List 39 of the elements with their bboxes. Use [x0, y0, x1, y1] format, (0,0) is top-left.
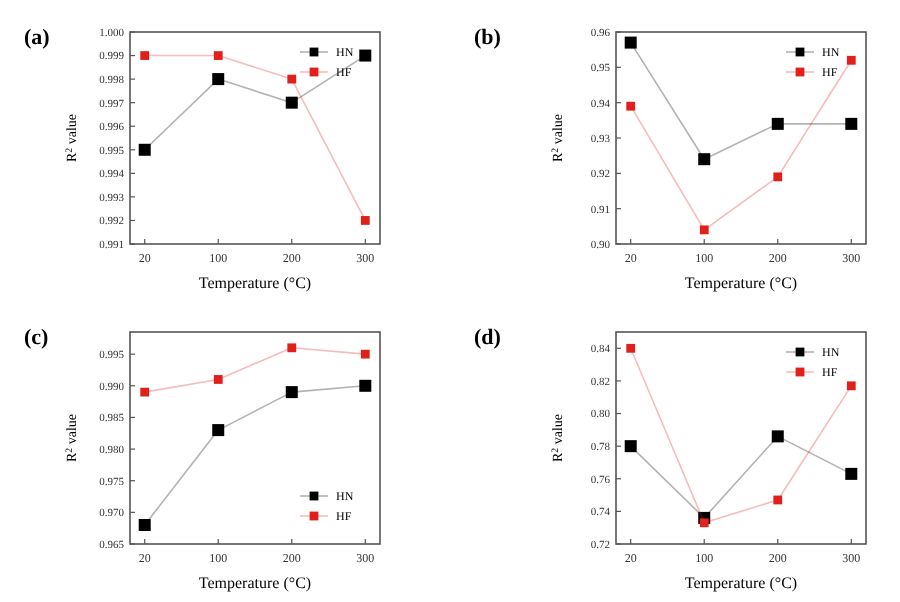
chart-title: (b): [474, 26, 502, 50]
point: [773, 172, 783, 182]
point: [140, 51, 150, 60]
point: [846, 55, 856, 65]
point: [359, 49, 372, 62]
point: [213, 51, 223, 60]
point: [699, 225, 709, 235]
point: [626, 343, 636, 353]
point: [138, 143, 151, 156]
chart-title: (d): [474, 326, 502, 350]
x-axis-title: Temperature (°C): [198, 574, 312, 592]
point: [624, 36, 637, 49]
point: [626, 101, 636, 111]
point: [698, 153, 711, 166]
point: [771, 430, 784, 443]
point: [699, 518, 709, 528]
point: [213, 375, 223, 384]
point: [285, 96, 298, 109]
point: [287, 343, 297, 353]
x-axis-title: Temperature (°C): [684, 574, 798, 592]
chart-title: (c): [24, 326, 50, 350]
point: [845, 117, 858, 130]
x-axis-title: Temperature (°C): [684, 274, 798, 292]
point: [845, 467, 858, 480]
point: [140, 387, 150, 397]
point: [771, 117, 784, 130]
point: [212, 424, 225, 437]
point: [285, 386, 298, 399]
chart-title: (a): [24, 26, 51, 50]
point: [360, 349, 370, 359]
point: [846, 381, 856, 391]
x-axis-title: Temperature (°C): [198, 274, 312, 292]
point: [360, 216, 370, 225]
point: [359, 379, 372, 392]
point: [624, 440, 637, 453]
point: [773, 495, 783, 505]
point: [287, 74, 297, 84]
point: [138, 519, 151, 532]
point: [212, 73, 225, 86]
